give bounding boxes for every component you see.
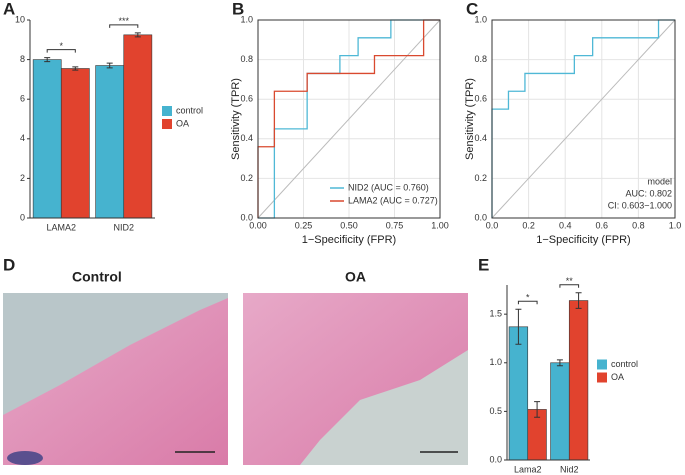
significance-label: **	[566, 276, 574, 286]
y-tick-label: 0.0	[240, 212, 253, 222]
y-tick-label: 4	[20, 133, 25, 143]
panel-label: E	[478, 255, 489, 274]
error-bar	[44, 57, 51, 63]
bar	[60, 68, 90, 219]
y-tick-label: 6	[20, 94, 25, 104]
panel-label: D	[3, 255, 15, 274]
error-bar	[515, 308, 522, 345]
error-bar	[534, 401, 541, 418]
error-bar	[106, 62, 113, 69]
x-tick-label: Nid2	[560, 464, 579, 474]
bar	[123, 34, 153, 219]
x-tick-label: 0.2	[522, 220, 535, 230]
x-tick-label: LAMA2	[46, 222, 76, 232]
y-tick-label: 0.0	[489, 454, 502, 464]
x-tick-label: 0.0	[486, 220, 499, 230]
y-tick-label: 0.4	[240, 133, 253, 143]
reference-line	[491, 19, 676, 219]
x-tick-label: NID2	[113, 222, 134, 232]
significance-bracket	[109, 24, 139, 28]
y-tick-label: 0.0	[474, 212, 487, 222]
axis	[29, 20, 155, 219]
y-tick-label: 0.5	[489, 406, 502, 416]
legend-swatch	[597, 359, 607, 370]
legend-swatch	[597, 372, 607, 383]
y-tick-label: 10	[15, 14, 25, 24]
y-axis-label: Sensitivity (TPR)	[230, 78, 242, 160]
y-tick-label: 0.8	[240, 54, 253, 64]
x-tick-label: Lama2	[514, 464, 542, 474]
y-tick-label: 8	[20, 54, 25, 64]
y-tick-label: 1.0	[489, 357, 502, 367]
legend-label: OA	[611, 372, 624, 382]
image-caption: Control	[72, 269, 122, 285]
x-axis-label: 1−Specificity (FPR)	[302, 234, 396, 246]
panel-label: A	[3, 0, 15, 18]
significance-bracket	[46, 49, 76, 53]
legend-label: control	[611, 359, 638, 369]
error-bar	[72, 66, 79, 71]
significance-label: ***	[118, 16, 129, 26]
legend-swatch	[162, 106, 172, 116]
y-tick-label: 1.0	[474, 14, 487, 24]
y-tick-label: 0.2	[474, 173, 487, 183]
error-bar	[134, 32, 141, 38]
bar	[32, 59, 62, 219]
y-tick-label: 2	[20, 173, 25, 183]
legend-swatch	[162, 119, 172, 129]
axis	[506, 285, 590, 461]
significance-label: *	[59, 41, 63, 51]
bar	[508, 326, 529, 461]
y-tick-label: 1.5	[489, 309, 502, 319]
y-tick-label: 0.4	[474, 133, 487, 143]
legend-label: LAMA2 (AUC = 0.727)	[348, 195, 438, 205]
roc-curve	[257, 19, 440, 218]
y-tick-label: 0.6	[240, 94, 253, 104]
legend-label: control	[176, 105, 203, 115]
panel-label: B	[232, 0, 244, 18]
significance-label: *	[526, 293, 530, 303]
x-tick-label: 0.4	[559, 220, 572, 230]
error-bar	[575, 292, 582, 309]
x-axis-label: 1−Specificity (FPR)	[536, 234, 630, 246]
panel-label: C	[466, 0, 478, 18]
y-axis-label: Sensitivity (TPR)	[464, 78, 476, 160]
x-tick-label: 0.8	[632, 220, 645, 230]
x-tick-label: 0.25	[295, 220, 313, 230]
y-tick-label: 0	[20, 212, 25, 222]
annotation: AUC: 0.802	[625, 188, 672, 198]
plot-border	[491, 19, 676, 219]
x-tick-label: 0.00	[249, 220, 267, 230]
y-tick-label: 0.6	[474, 94, 487, 104]
annotation: model	[647, 176, 672, 186]
x-tick-label: 0.50	[340, 220, 358, 230]
y-tick-label: 0.8	[474, 54, 487, 64]
plot-border	[257, 19, 441, 219]
x-tick-label: 0.6	[596, 220, 609, 230]
roc-curve	[491, 19, 675, 218]
legend-label: OA	[176, 118, 189, 128]
bar	[568, 300, 589, 461]
histology-image	[3, 293, 228, 465]
legend-label: NID2 (AUC = 0.760)	[348, 182, 429, 192]
histology-image	[243, 293, 468, 465]
x-tick-label: 0.75	[386, 220, 404, 230]
x-tick-label: 1.00	[431, 220, 449, 230]
error-bar	[556, 359, 563, 367]
annotation: CI: 0.603−1.000	[608, 200, 672, 210]
x-tick-label: 1.0	[669, 220, 682, 230]
y-tick-label: 1.0	[240, 14, 253, 24]
bar	[550, 362, 570, 461]
bar	[95, 65, 125, 219]
reference-line	[257, 19, 441, 219]
image-caption: OA	[345, 269, 366, 285]
significance-bracket	[559, 284, 580, 288]
y-tick-label: 0.2	[240, 173, 253, 183]
significance-bracket	[517, 300, 538, 305]
